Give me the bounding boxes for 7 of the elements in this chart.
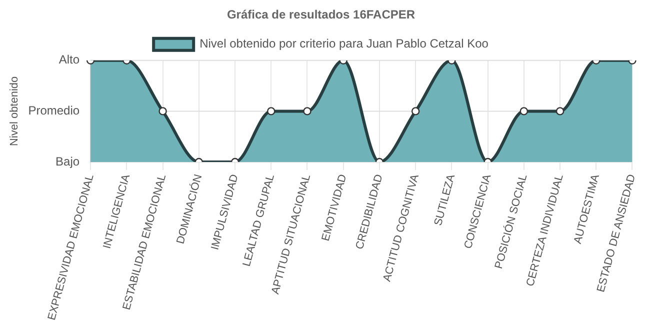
legend-label: Nivel obtenido por criterio para Juan Pablo Cetzal Koo [200, 36, 489, 51]
x-tick-label: LEALTAD GRUPAL [240, 173, 277, 268]
ref-line-label: Promedio [28, 104, 80, 118]
y-axis-title: Nivel obtenido [8, 76, 21, 146]
ref-line-label: Alto [58, 52, 80, 67]
ref-line-label: Bajo [56, 154, 80, 168]
chart-title: Gráfica de resultados 16FACPER [226, 8, 416, 22]
